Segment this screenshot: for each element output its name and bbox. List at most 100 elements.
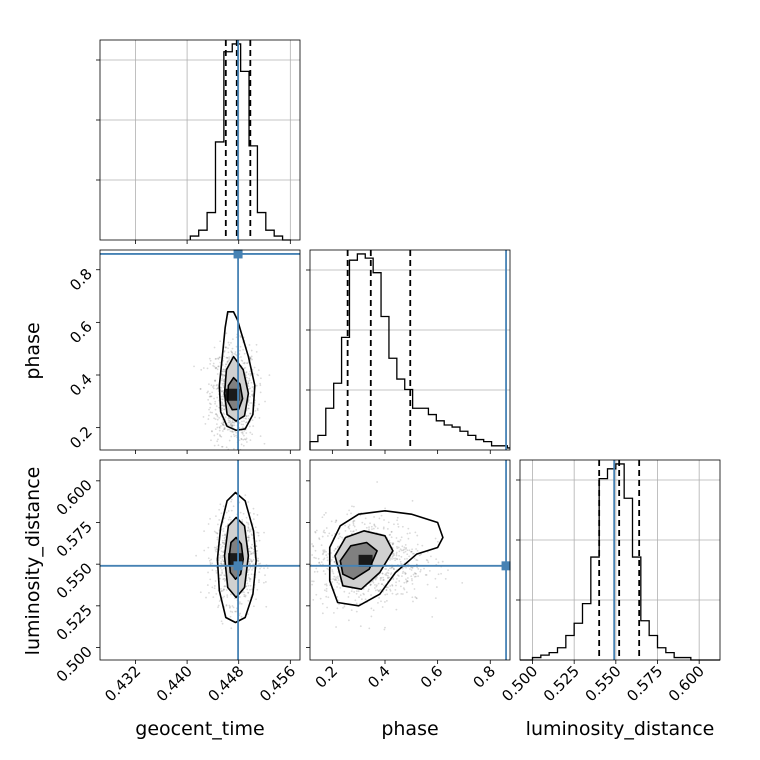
sample-point bbox=[216, 440, 219, 443]
sample-point bbox=[382, 576, 385, 579]
sample-point bbox=[352, 530, 354, 533]
sample-point bbox=[199, 387, 202, 390]
sample-point bbox=[398, 540, 401, 543]
sample-point bbox=[416, 543, 419, 546]
sample-point bbox=[240, 443, 243, 446]
sample-point bbox=[255, 343, 258, 346]
sample-point bbox=[215, 405, 218, 408]
sample-point bbox=[324, 583, 326, 586]
sample-point bbox=[314, 531, 317, 534]
sample-point bbox=[223, 585, 226, 588]
sample-point bbox=[209, 363, 212, 365]
sample-point bbox=[210, 384, 213, 387]
sample-point bbox=[249, 357, 252, 360]
x-tick-label: 0.456 bbox=[256, 662, 299, 705]
sample-point bbox=[221, 556, 224, 559]
sample-point bbox=[247, 501, 250, 503]
sample-point bbox=[216, 368, 219, 371]
sample-point bbox=[246, 362, 249, 365]
sample-point bbox=[247, 385, 250, 388]
sample-point bbox=[331, 570, 334, 573]
sample-point bbox=[308, 596, 310, 598]
sample-point bbox=[313, 556, 316, 559]
sample-point bbox=[215, 550, 218, 553]
y-tick-label: 0.525 bbox=[53, 601, 96, 644]
y-tick-label: 0.6 bbox=[66, 317, 96, 347]
sample-point bbox=[227, 347, 229, 350]
sample-point bbox=[413, 557, 416, 560]
sample-point bbox=[374, 578, 377, 581]
density-peak bbox=[358, 554, 373, 567]
sample-point bbox=[245, 415, 248, 417]
sample-point bbox=[372, 609, 375, 612]
sample-point bbox=[221, 451, 223, 453]
sample-point bbox=[350, 590, 353, 593]
sample-point bbox=[384, 573, 387, 576]
sample-point bbox=[322, 550, 325, 553]
sample-point bbox=[382, 584, 385, 587]
sample-point bbox=[227, 419, 230, 422]
sample-point bbox=[335, 519, 338, 522]
sample-point bbox=[326, 606, 329, 609]
sample-point bbox=[369, 583, 372, 586]
sample-point bbox=[216, 545, 219, 548]
sample-point bbox=[209, 403, 212, 406]
sample-point bbox=[222, 505, 225, 508]
sample-point bbox=[211, 586, 214, 589]
sample-point bbox=[379, 588, 382, 591]
sample-point bbox=[311, 543, 313, 545]
sample-point bbox=[338, 532, 341, 535]
sample-point bbox=[387, 586, 389, 589]
y-tick-label: 0.575 bbox=[53, 518, 96, 561]
sample-point bbox=[322, 570, 325, 572]
truth-marker bbox=[233, 249, 243, 259]
sample-point bbox=[220, 435, 223, 438]
sample-point bbox=[224, 534, 226, 537]
sample-point bbox=[318, 561, 321, 564]
sample-point bbox=[210, 558, 213, 561]
sample-point bbox=[223, 428, 226, 430]
sample-point bbox=[223, 574, 226, 577]
sample-point bbox=[359, 514, 362, 517]
sample-point bbox=[375, 577, 377, 580]
x-tick-label: 0.440 bbox=[153, 662, 196, 705]
sample-point bbox=[339, 586, 342, 589]
sample-point bbox=[389, 567, 391, 570]
sample-point bbox=[378, 590, 380, 592]
sample-point bbox=[248, 536, 251, 539]
sample-point bbox=[312, 545, 315, 548]
sample-point bbox=[370, 594, 372, 596]
sample-point bbox=[222, 423, 225, 426]
sample-point bbox=[219, 577, 221, 580]
sample-point bbox=[217, 387, 220, 390]
sample-point bbox=[244, 438, 247, 441]
sample-point bbox=[249, 511, 252, 514]
sample-point bbox=[355, 610, 358, 613]
sample-point bbox=[228, 439, 231, 442]
sample-point bbox=[229, 605, 231, 608]
sample-point bbox=[389, 588, 391, 591]
sample-point bbox=[247, 380, 250, 383]
sample-point bbox=[250, 394, 253, 396]
sample-point bbox=[208, 408, 210, 411]
sample-point bbox=[247, 382, 250, 385]
sample-point bbox=[214, 367, 217, 370]
sample-point bbox=[437, 573, 440, 576]
sample-point bbox=[315, 557, 317, 560]
sample-point bbox=[347, 526, 350, 529]
sample-point bbox=[411, 579, 413, 582]
sample-point bbox=[221, 590, 223, 592]
contour-line bbox=[223, 355, 250, 422]
sample-point bbox=[326, 556, 329, 559]
sample-point bbox=[222, 588, 225, 591]
sample-point bbox=[219, 557, 222, 559]
sample-point bbox=[390, 572, 393, 574]
sample-point bbox=[389, 585, 392, 587]
sample-point bbox=[235, 431, 238, 434]
sample-point bbox=[249, 431, 252, 434]
sample-point bbox=[222, 421, 225, 424]
sample-point bbox=[378, 517, 381, 520]
sample-point bbox=[216, 396, 219, 399]
sample-point bbox=[430, 555, 432, 558]
sample-point bbox=[387, 577, 389, 580]
